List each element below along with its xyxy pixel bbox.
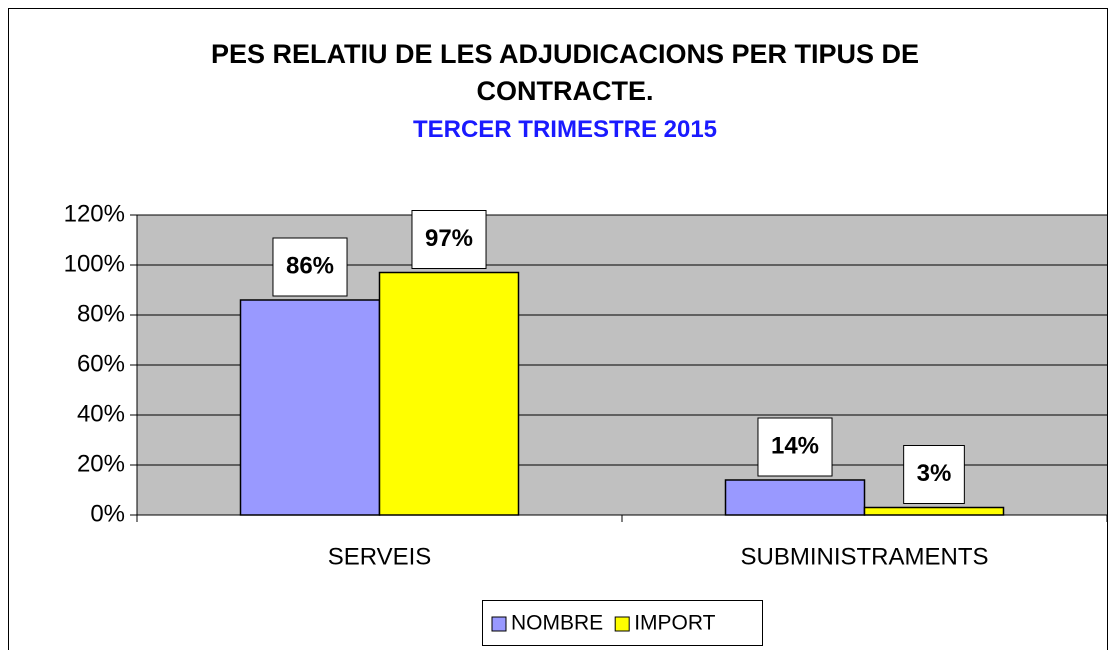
data-label: 86% (286, 252, 334, 279)
chart-title: PES RELATIU DE LES ADJUDICACIONS PER TIP… (210, 39, 920, 106)
legend-label: NOMBRE (511, 612, 603, 635)
bar (863, 506, 1005, 516)
legend-label: IMPORT (634, 612, 715, 635)
data-label: 97% (425, 225, 473, 252)
y-tick-label: 20% (77, 450, 125, 477)
data-label-box (272, 237, 348, 297)
y-tick-label: 100% (64, 250, 125, 277)
data-label: 3% (917, 460, 952, 487)
legend-swatch (491, 616, 507, 632)
data-label-box (757, 417, 833, 477)
data-label-box (411, 210, 487, 269)
bar (239, 299, 381, 516)
y-tick-label: 80% (77, 300, 125, 327)
data-label-box (903, 445, 965, 504)
x-tick-label: SERVEIS (328, 543, 432, 570)
bar (378, 271, 520, 516)
y-tick-label: 40% (77, 400, 125, 427)
chart-subtitle: TERCER TRIMESTRE 2015 (412, 116, 718, 143)
bar (724, 479, 866, 516)
y-tick-label: 120% (64, 200, 125, 227)
data-label: 14% (771, 432, 819, 459)
x-tick-label: SUBMINISTRAMENTS (740, 543, 988, 570)
legend-swatch (614, 616, 630, 632)
y-tick-label: 0% (90, 500, 125, 527)
y-tick-label: 60% (77, 350, 125, 377)
